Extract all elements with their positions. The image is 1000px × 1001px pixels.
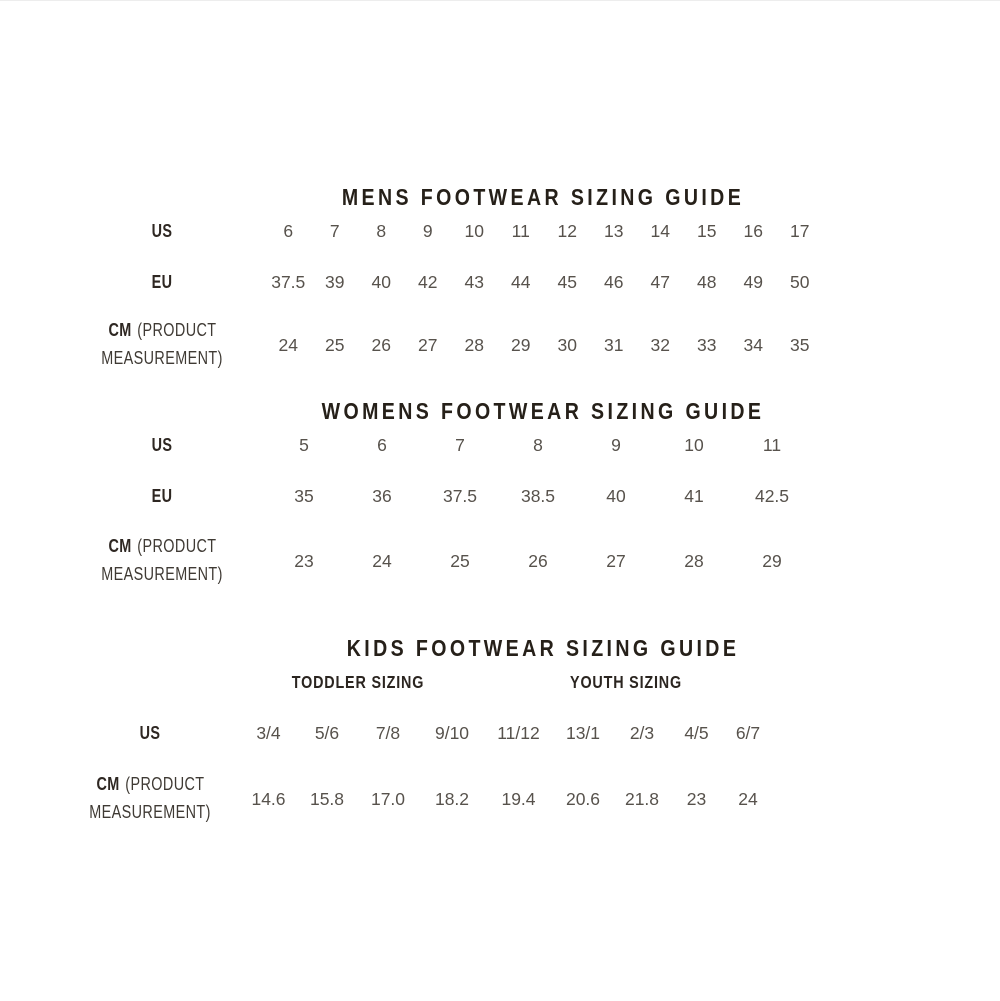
size-value: 19.4 (501, 788, 536, 809)
mens-cm-row: CM (PRODUCT MEASUREMENT) 24 25 26 27 28 2… (60, 317, 823, 373)
size-value: 14.6 (251, 788, 286, 809)
size-value: 34 (743, 334, 763, 355)
size-value: 9/10 (434, 722, 470, 743)
size-value: 40 (371, 271, 391, 292)
size-value: 42.5 (754, 485, 790, 506)
womens-eu-row: EU 35 36 37.5 38.5 40 41 42.5 (60, 483, 811, 509)
size-value: 41 (684, 485, 704, 506)
toddler-sizing-heading: TODDLER SIZING (291, 672, 425, 692)
size-value: 26 (371, 334, 391, 355)
size-value: 42 (418, 271, 438, 292)
size-value: 45 (557, 271, 577, 292)
row-label-eu: EU (152, 485, 173, 506)
size-value: 9 (611, 434, 621, 455)
kids-cm-row: CM (PRODUCT MEASUREMENT) 14.6 15.8 17.0 1… (60, 771, 773, 827)
size-value: 43 (464, 271, 484, 292)
size-value: 7 (329, 220, 340, 241)
youth-sizing-heading: YOUTH SIZING (570, 672, 682, 692)
womens-guide-title: WOMENS FOOTWEAR SIZING GUIDE (321, 398, 765, 424)
size-value: 10 (464, 220, 484, 241)
womens-cm-row: CM (PRODUCT MEASUREMENT) 23 24 25 26 27 2… (60, 533, 811, 589)
size-value: 36 (372, 485, 392, 506)
size-value: 35 (790, 334, 810, 355)
size-value: 17 (790, 220, 810, 241)
size-value: 9 (422, 220, 433, 241)
size-value: 5/6 (314, 722, 340, 743)
size-value: 4/5 (684, 722, 709, 743)
row-label-cm: CM (PRODUCT MEASUREMENT) (101, 320, 224, 368)
kids-us-row: US 3/4 5/6 7/8 9/10 11/12 13/1 2/3 4/5 6… (60, 720, 773, 746)
size-value: 17.0 (370, 788, 406, 809)
size-value: 6/7 (735, 722, 761, 743)
size-value: 20.6 (565, 788, 601, 809)
size-value: 13/1 (565, 722, 601, 743)
size-value: 11 (762, 434, 782, 455)
size-value: 33 (697, 334, 717, 355)
size-value: 23 (686, 788, 707, 809)
row-label-us: US (152, 434, 173, 455)
size-value: 11/12 (497, 722, 540, 743)
size-value: 25 (450, 550, 470, 571)
womens-us-row: US 5 6 7 8 9 10 11 (60, 432, 811, 458)
size-value: 13 (604, 220, 624, 241)
size-value: 49 (743, 271, 763, 292)
mens-guide-title: MENS FOOTWEAR SIZING GUIDE (341, 184, 745, 210)
mens-eu-row: EU 37.5 39 40 42 43 44 45 46 47 48 49 50 (60, 269, 823, 295)
size-value: 48 (697, 271, 717, 292)
size-value: 28 (464, 334, 484, 355)
size-value: 29 (511, 334, 531, 355)
row-label-cm: CM (PRODUCT MEASUREMENT) (101, 536, 224, 584)
size-value: 15 (697, 220, 717, 241)
size-value: 6 (377, 434, 387, 455)
size-value: 18.2 (434, 788, 470, 809)
size-value: 26 (528, 550, 548, 571)
size-value: 10 (684, 434, 704, 455)
size-value: 37.5 (442, 485, 478, 506)
size-value: 44 (511, 271, 531, 292)
size-value: 40 (606, 485, 626, 506)
size-value: 8 (533, 434, 543, 455)
size-value: 11 (511, 220, 530, 241)
size-value: 28 (684, 550, 704, 571)
size-value: 31 (604, 334, 624, 355)
size-value: 24 (372, 550, 392, 571)
size-value: 27 (606, 550, 626, 571)
size-value: 24 (738, 788, 758, 809)
size-value: 8 (376, 220, 387, 241)
row-label-us: US (152, 220, 173, 241)
row-label-eu: EU (152, 271, 173, 292)
size-value: 50 (790, 271, 810, 292)
mens-us-row: US 6 7 8 9 10 11 12 13 14 15 16 17 (60, 218, 823, 244)
size-value: 30 (557, 334, 577, 355)
size-value: 23 (294, 550, 314, 571)
size-value: 6 (283, 220, 294, 241)
size-value: 7 (455, 434, 465, 455)
size-value: 14 (650, 220, 670, 241)
size-value: 29 (762, 550, 782, 571)
size-value: 16 (743, 220, 763, 241)
row-label-us: US (139, 722, 161, 743)
size-value: 2/3 (629, 722, 655, 743)
size-value: 38.5 (520, 485, 556, 506)
size-value: 25 (325, 334, 345, 355)
kids-guide-title: KIDS FOOTWEAR SIZING GUIDE (346, 635, 740, 661)
size-value: 32 (650, 334, 670, 355)
row-label-cm: CM (PRODUCT MEASUREMENT) (89, 774, 211, 822)
size-value: 46 (604, 271, 624, 292)
size-value: 12 (557, 220, 577, 241)
size-value: 27 (418, 334, 438, 355)
size-value: 15.8 (309, 788, 345, 809)
size-value: 24 (278, 334, 298, 355)
size-value: 7/8 (375, 722, 401, 743)
size-value: 5 (299, 434, 309, 455)
size-value: 37.5 (271, 271, 306, 292)
size-value: 35 (294, 485, 314, 506)
size-value: 47 (650, 271, 670, 292)
size-value: 21.8 (624, 788, 660, 809)
size-value: 39 (325, 271, 345, 292)
size-value: 3/4 (256, 722, 281, 743)
